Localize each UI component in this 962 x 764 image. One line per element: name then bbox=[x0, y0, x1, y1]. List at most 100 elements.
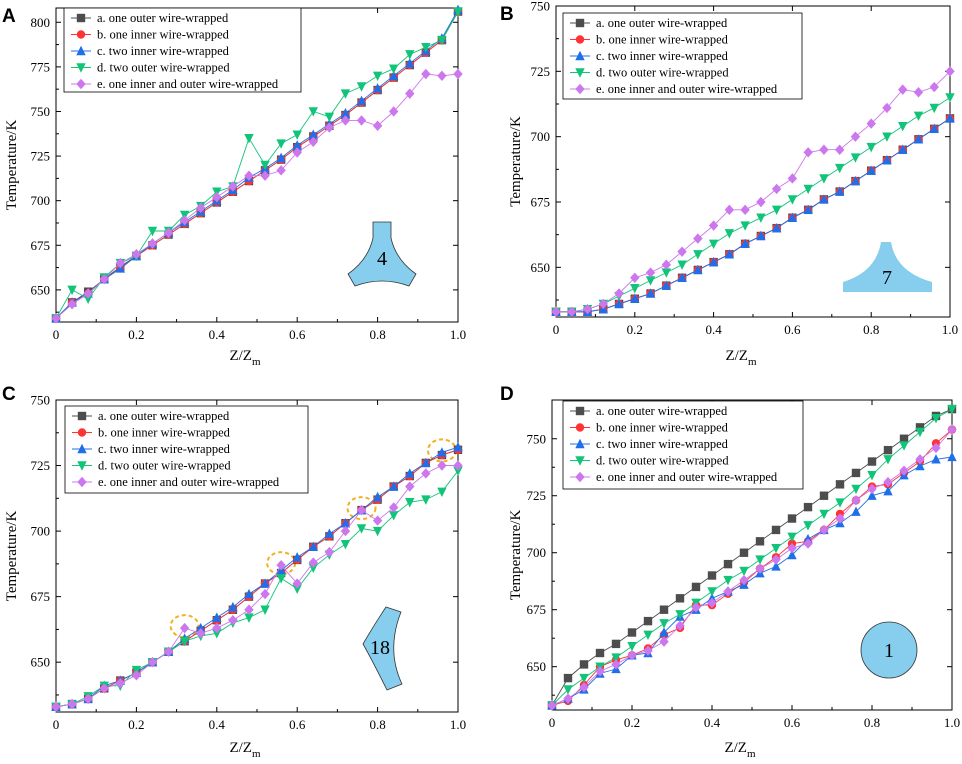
series-e bbox=[51, 68, 463, 324]
x-tick-label: 0.6 bbox=[784, 715, 801, 730]
data-point bbox=[693, 250, 703, 260]
x-axis-label-sub: m bbox=[748, 356, 757, 368]
legend-label: e. one inner and outer wire-wrapped bbox=[98, 475, 280, 489]
data-point bbox=[614, 298, 624, 309]
data-point bbox=[724, 249, 735, 259]
x-tick-label: 1.0 bbox=[942, 322, 958, 337]
data-point bbox=[643, 645, 653, 656]
data-point bbox=[611, 639, 621, 649]
legend-label: e. one inner and outer wire-wrapped bbox=[97, 77, 279, 91]
data-point bbox=[787, 514, 797, 523]
data-point bbox=[708, 256, 719, 267]
legend-marker bbox=[575, 35, 585, 44]
legend-label: d. two outer wire-wrapped bbox=[596, 66, 729, 80]
data-point bbox=[819, 194, 829, 204]
data-point bbox=[627, 628, 637, 637]
x-tick-label: 0 bbox=[53, 327, 60, 342]
y-tick-label: 650 bbox=[531, 260, 551, 275]
legend-marker bbox=[575, 471, 585, 483]
data-point bbox=[598, 298, 608, 310]
data-point bbox=[755, 537, 765, 546]
data-point bbox=[551, 306, 561, 317]
y-tick-label: 775 bbox=[31, 59, 51, 74]
data-point bbox=[276, 574, 286, 584]
data-point bbox=[421, 457, 431, 468]
data-point bbox=[292, 130, 302, 140]
data-point bbox=[756, 213, 766, 223]
x-axis-label-main: Z/Z bbox=[229, 348, 252, 364]
y-tick-label: 725 bbox=[31, 458, 51, 473]
data-point bbox=[945, 113, 955, 123]
data-point bbox=[723, 575, 733, 586]
data-point bbox=[453, 7, 463, 17]
data-point bbox=[898, 144, 908, 154]
data-point bbox=[179, 622, 190, 634]
data-point bbox=[675, 620, 685, 631]
x-tick-label: 0.6 bbox=[289, 717, 306, 732]
data-point bbox=[244, 588, 254, 599]
x-axis-label-sub: m bbox=[747, 748, 756, 760]
data-point bbox=[723, 559, 733, 569]
data-point bbox=[163, 646, 174, 657]
data-point bbox=[147, 238, 158, 249]
legend-marker bbox=[575, 406, 585, 416]
data-point bbox=[405, 50, 415, 60]
data-point bbox=[787, 532, 797, 542]
legend: a. one outer wire-wrapped b. one inner wi… bbox=[562, 400, 804, 490]
data-point bbox=[659, 605, 669, 614]
data-point bbox=[645, 276, 656, 286]
data-point bbox=[803, 204, 813, 215]
data-point bbox=[405, 88, 415, 99]
x-axis-label: Z/Zm bbox=[229, 348, 261, 368]
data-point bbox=[372, 515, 383, 526]
data-point bbox=[771, 525, 781, 535]
data-point bbox=[437, 35, 447, 46]
legend-box bbox=[63, 7, 302, 93]
highlight-circle bbox=[169, 614, 200, 639]
data-point bbox=[276, 139, 286, 149]
data-point bbox=[292, 140, 302, 150]
y-axis-label: Temperature/K bbox=[508, 116, 524, 207]
data-point bbox=[675, 610, 685, 620]
data-point bbox=[850, 175, 861, 186]
y-axis-label: Temperature/K bbox=[508, 510, 524, 601]
data-point bbox=[324, 546, 335, 558]
panel-A: A 0 0.2 0.4 0.6 0.8 1.0 650 675 700 725 750 775 800 Te… bbox=[2, 4, 466, 368]
y-tick-label: 700 bbox=[31, 193, 51, 208]
x-tick-label: 0.4 bbox=[209, 327, 226, 342]
data-point bbox=[372, 526, 383, 537]
data-point bbox=[771, 554, 781, 565]
series-line bbox=[556, 70, 951, 313]
legend-marker bbox=[76, 63, 86, 73]
x-tick-label: 0.8 bbox=[369, 327, 385, 342]
y-tick-label: 725 bbox=[31, 149, 51, 164]
x-tick-label: 1.0 bbox=[944, 715, 960, 730]
data-point bbox=[228, 615, 238, 626]
data-point bbox=[661, 259, 672, 270]
x-axis-label: Z/Zm bbox=[724, 740, 756, 760]
data-point bbox=[867, 457, 877, 466]
subchannel-number: 4 bbox=[377, 248, 387, 270]
data-point bbox=[724, 229, 735, 239]
legend-marker bbox=[76, 30, 86, 39]
data-point bbox=[260, 605, 270, 615]
data-point bbox=[276, 165, 286, 176]
data-point bbox=[677, 272, 687, 282]
data-point bbox=[659, 619, 669, 629]
data-point bbox=[421, 468, 431, 479]
data-point bbox=[707, 587, 717, 597]
data-point bbox=[582, 303, 593, 315]
data-point bbox=[244, 613, 254, 623]
data-point bbox=[388, 70, 399, 80]
data-point bbox=[212, 612, 222, 622]
data-point bbox=[787, 195, 798, 205]
data-point bbox=[83, 693, 93, 705]
y-tick-label: 725 bbox=[527, 488, 547, 503]
data-point bbox=[324, 112, 335, 123]
y-tick-label: 650 bbox=[527, 659, 547, 674]
data-point bbox=[693, 233, 703, 244]
data-point bbox=[179, 215, 190, 226]
legend-box bbox=[64, 405, 309, 494]
x-tick-label: 0.2 bbox=[627, 322, 643, 337]
data-point bbox=[915, 460, 925, 471]
